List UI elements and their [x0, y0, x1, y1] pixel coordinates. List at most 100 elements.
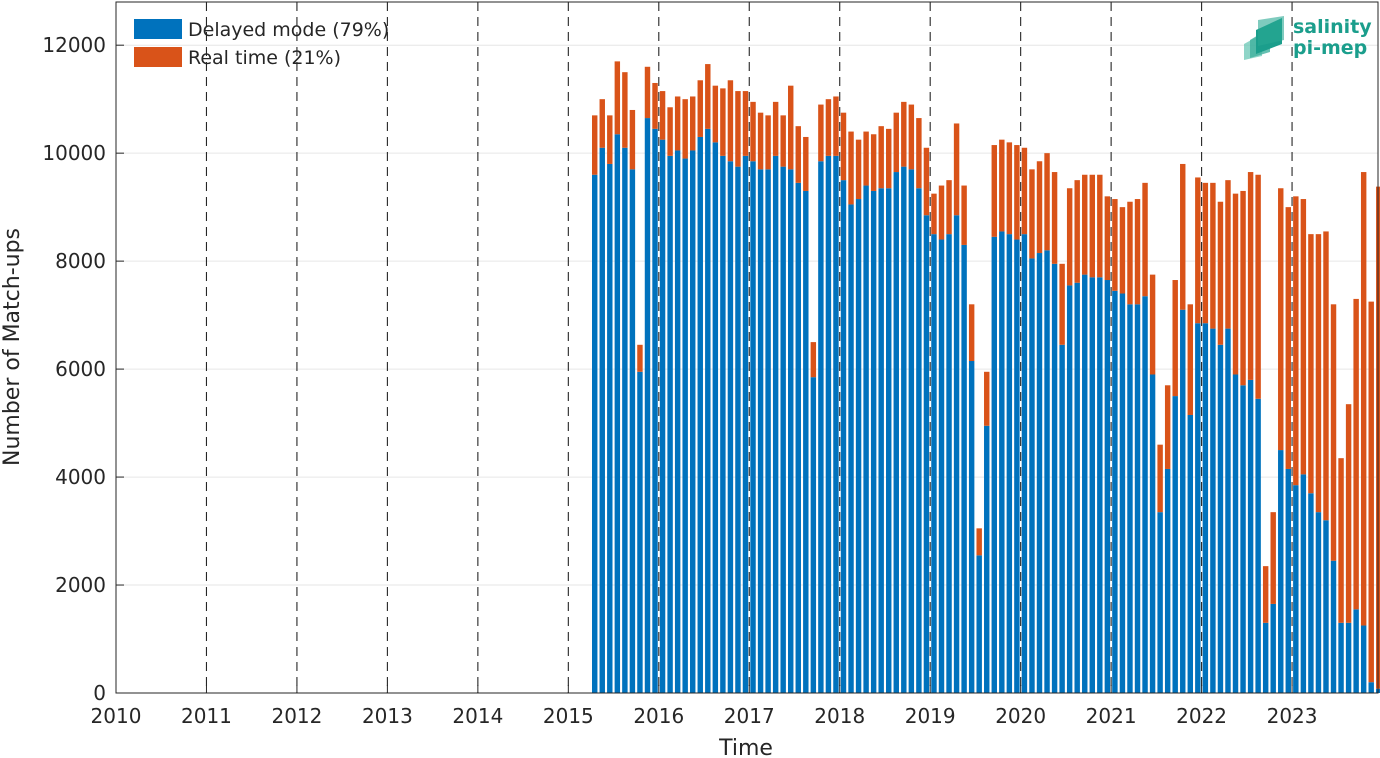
bar-delayed-47 [946, 234, 952, 693]
y-axis-title: Number of Match-ups [0, 228, 25, 466]
bar-realtime-55 [1006, 142, 1013, 235]
plot-frame [115, 1, 1379, 694]
bar-delayed-78 [1180, 309, 1186, 693]
bar-realtime-15 [705, 64, 711, 129]
bar-delayed-16 [712, 142, 719, 693]
bar-delayed-30 [818, 161, 824, 693]
bar-realtime-40 [893, 112, 899, 173]
bar-realtime-102 [1360, 172, 1367, 626]
x-axis-title: Time [718, 736, 773, 758]
bar-delayed-38 [878, 188, 884, 693]
bar-realtime-21 [750, 101, 756, 162]
bar-realtime-86 [1240, 190, 1246, 386]
bar-delayed-43 [916, 188, 922, 693]
bar-delayed-95 [1308, 493, 1314, 693]
bar-delayed-101 [1353, 609, 1359, 693]
bar-delayed-40 [893, 172, 899, 693]
bar-delayed-28 [803, 190, 809, 693]
bar-realtime-54 [999, 139, 1005, 232]
bar-delayed-21 [750, 161, 756, 693]
bar-realtime-45 [931, 193, 937, 235]
bar-delayed-2 [607, 163, 613, 693]
bar-delayed-64 [1074, 282, 1080, 693]
bar-delayed-63 [1066, 285, 1073, 693]
bar-realtime-68 [1104, 196, 1111, 281]
bar-delayed-51 [976, 555, 982, 693]
bar-realtime-37 [870, 134, 877, 191]
bar-delayed-48 [953, 215, 960, 693]
bar-realtime-82 [1210, 182, 1216, 329]
legend-label-realtime: Real time (21%) [188, 47, 341, 69]
bar-delayed-52 [984, 425, 990, 693]
bar-delayed-20 [742, 155, 749, 693]
bar-delayed-11 [674, 150, 681, 693]
bar-realtime-65 [1082, 174, 1088, 275]
bar-realtime-61 [1051, 172, 1058, 264]
logo-waves-icon [1244, 16, 1284, 60]
bar-delayed-99 [1338, 622, 1344, 693]
bar-delayed-66 [1089, 277, 1095, 693]
bar-delayed-6 [637, 371, 643, 693]
bar-delayed-91 [1278, 450, 1284, 693]
x-tick-label-2016: 2016 [633, 704, 684, 728]
bar-delayed-94 [1300, 474, 1307, 693]
x-tick-label-2020: 2020 [995, 704, 1046, 728]
bar-realtime-87 [1247, 172, 1254, 380]
bar-delayed-36 [863, 185, 869, 693]
bar-realtime-41 [901, 101, 907, 167]
bar-delayed-49 [961, 244, 967, 693]
bar-delayed-44 [923, 215, 930, 693]
bar-realtime-91 [1278, 188, 1284, 451]
bar-realtime-96 [1315, 234, 1322, 513]
bar-realtime-72 [1134, 199, 1141, 305]
bar-delayed-69 [1112, 290, 1118, 693]
bar-delayed-83 [1217, 344, 1224, 693]
bar-delayed-86 [1240, 385, 1246, 693]
bar-realtime-83 [1217, 201, 1224, 345]
bar-realtime-7 [644, 66, 651, 119]
bar-realtime-80 [1195, 177, 1201, 324]
bar-realtime-18 [727, 80, 734, 162]
bar-delayed-79 [1187, 414, 1193, 693]
bar-delayed-45 [931, 234, 937, 693]
bar-realtime-98 [1330, 304, 1337, 561]
bar-realtime-67 [1097, 174, 1103, 278]
x-axis: 2010 2011 2012 2013 2014 2015 2016 2017 2018 2019… [91, 685, 1318, 728]
bar-delayed-77 [1172, 396, 1178, 693]
x-tick-label-2023: 2023 [1267, 704, 1318, 728]
bar-realtime-101 [1353, 298, 1359, 610]
bar-realtime-3 [614, 61, 621, 135]
bar-realtime-51 [976, 528, 982, 556]
bar-realtime-90 [1270, 512, 1276, 604]
bar-realtime-88 [1255, 174, 1261, 399]
bar-realtime-30 [818, 104, 824, 162]
y-tick-label-8000: 8000 [55, 249, 106, 273]
bar-realtime-93 [1293, 196, 1299, 486]
bar-delayed-55 [1006, 234, 1013, 693]
bar-delayed-13 [690, 150, 696, 693]
bar-realtime-63 [1066, 188, 1073, 286]
bar-realtime-13 [690, 96, 696, 151]
bar-delayed-103 [1368, 682, 1374, 693]
bar-realtime-59 [1036, 161, 1043, 254]
bar-delayed-12 [682, 158, 688, 693]
bar-realtime-89 [1262, 566, 1269, 623]
bar-delayed-19 [735, 166, 741, 693]
x-tick-label-2011: 2011 [181, 704, 232, 728]
bar-delayed-39 [886, 188, 892, 693]
x-tick-label-2010: 2010 [91, 704, 142, 728]
bar-realtime-11 [674, 96, 681, 151]
bar-realtime-5 [629, 109, 636, 170]
bar-realtime-44 [923, 147, 930, 216]
y-tick-label-12000: 12000 [42, 33, 106, 57]
bar-delayed-3 [614, 134, 621, 693]
bar-realtime-24 [772, 101, 779, 156]
y-tick-label-10000: 10000 [42, 141, 106, 165]
bar-delayed-8 [652, 128, 658, 693]
bar-realtime-94 [1300, 199, 1307, 475]
bar-realtime-42 [908, 104, 915, 170]
bar-realtime-64 [1074, 180, 1080, 283]
bar-delayed-31 [825, 155, 832, 693]
x-tick-label-2017: 2017 [724, 704, 775, 728]
x-tick-label-2014: 2014 [452, 704, 503, 728]
